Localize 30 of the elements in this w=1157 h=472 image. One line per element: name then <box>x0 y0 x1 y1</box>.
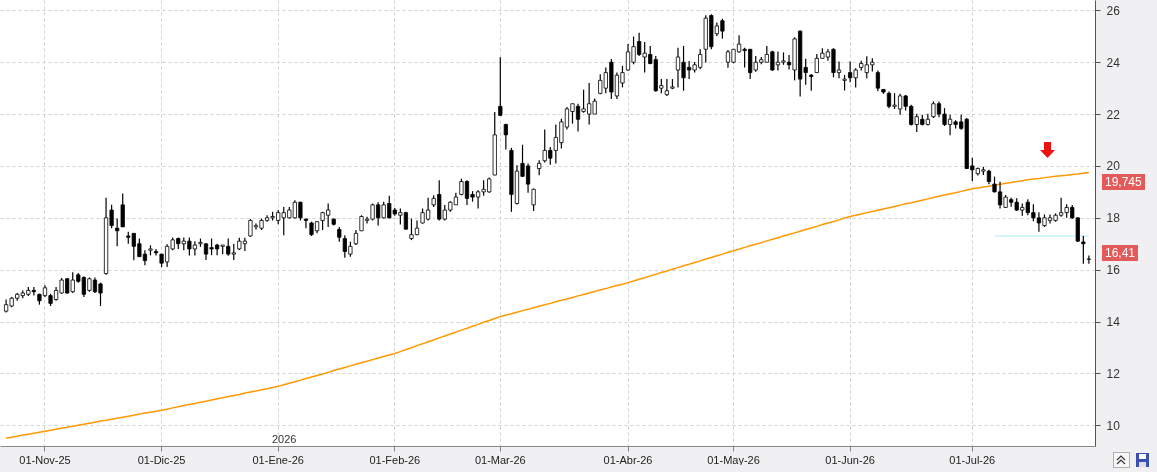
text: 16,41 <box>1102 245 1139 261</box>
candlestick <box>503 123 508 151</box>
x-tick-label: 01-Nov-25 <box>19 453 71 466</box>
y-tick-label: 10 <box>1106 418 1121 433</box>
y-tick-label: 24 <box>1106 55 1121 70</box>
x-tick-label: 01-Ene-26 <box>252 453 304 466</box>
y-tick-label: 22 <box>1106 107 1121 122</box>
candlestick <box>120 192 125 228</box>
text: 19,745 <box>1102 174 1145 190</box>
x-tick-label: 01-Jun-26 <box>825 453 875 466</box>
candlestick <box>1086 254 1091 265</box>
candlestick <box>664 78 669 97</box>
candlestick <box>153 248 159 257</box>
x-tick-label: 01-Mar-26 <box>474 453 526 466</box>
y-tick-label: 12 <box>1106 366 1121 381</box>
candlestick <box>875 69 880 92</box>
annotation: 2026 <box>272 432 297 446</box>
x-tick-label: 01-Feb-26 <box>369 453 421 466</box>
x-tick-label: 01-May-26 <box>707 453 760 466</box>
candlestick <box>498 56 503 116</box>
y-tick-label: 16 <box>1106 263 1121 278</box>
x-tick-label: 01-Jul-26 <box>949 453 996 466</box>
x-tick-label: 01-Abr-26 <box>603 453 653 466</box>
y-tick-label: 14 <box>1106 315 1121 330</box>
candlestick <box>303 217 309 229</box>
y-tick-label: 26 <box>1106 3 1121 18</box>
candlestick <box>115 217 120 247</box>
x-tick-label: 01-Dic-25 <box>137 453 186 466</box>
y-tick-label: 18 <box>1106 211 1121 226</box>
y-tick-label: 20 <box>1106 159 1121 174</box>
